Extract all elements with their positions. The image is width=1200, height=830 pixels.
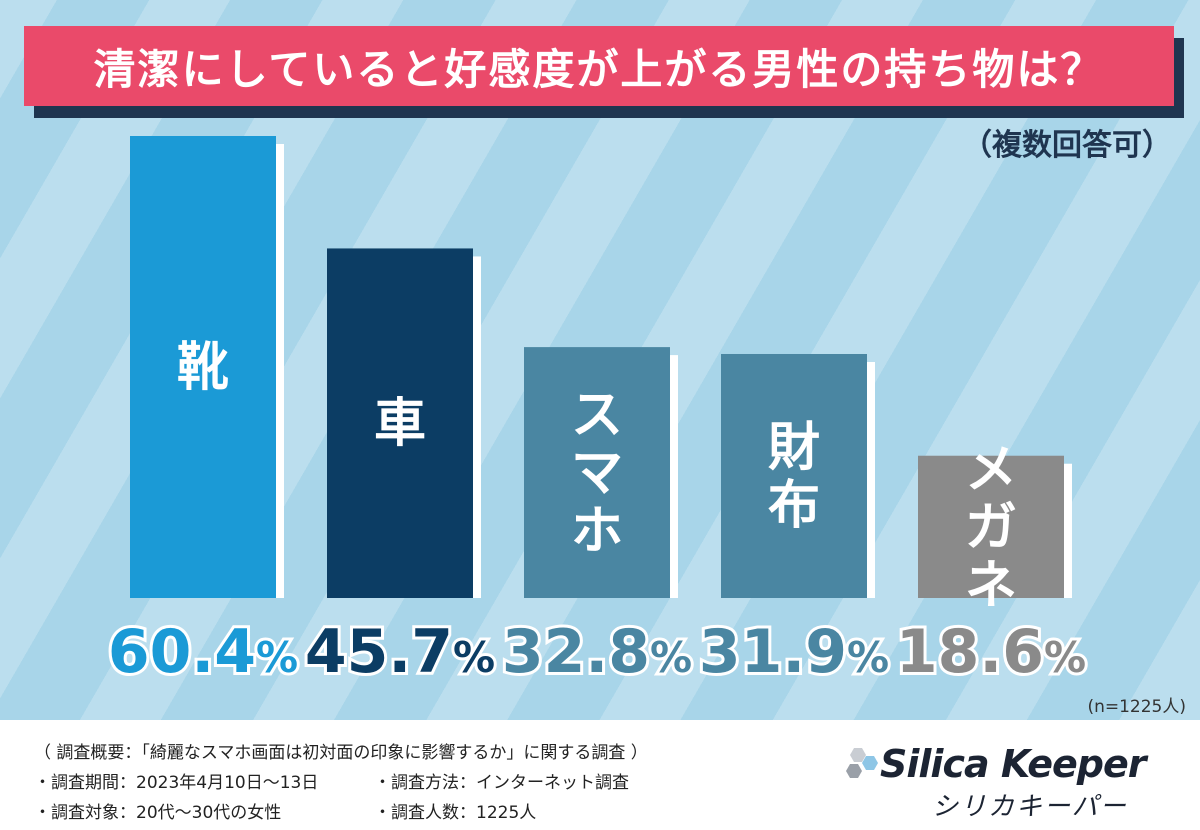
title-banner: 清潔にしていると好感度が上がる男性の持ち物は？ [24, 26, 1174, 106]
survey-summary: （ 調査概要：「綺麗なスマホ画面は初対面の印象に影響するか」に関する調査 ） [34, 743, 648, 763]
bar-category-label: 財布 [768, 418, 820, 536]
bar-category-label: スマホ [571, 386, 623, 562]
bar-category-label: メガネ [965, 440, 1017, 616]
logo-hexagon-icon [846, 748, 878, 778]
bar-5 [918, 455, 1064, 598]
survey-method: ・調査方法：インターネット調査 [374, 773, 629, 793]
logo-wordmark: Silica Keeper [880, 742, 1146, 786]
value-label: 60.4% [108, 617, 298, 687]
bar-2 [327, 248, 473, 598]
sample-size-note: (n=1225人) [1087, 697, 1186, 717]
bar-3 [524, 347, 670, 598]
chart-title: 清潔にしていると好感度が上がる男性の持ち物は？ [93, 44, 1105, 94]
logo-katakana: シリカキーパー [932, 792, 1128, 822]
survey-respondents: ・調査人数：1225人 [374, 803, 537, 823]
chart-subtitle: （複数回答可） [962, 128, 1172, 163]
value-label: 18.6% [896, 617, 1086, 687]
footer: （ 調査概要：「綺麗なスマホ画面は初対面の印象に影響するか」に関する調査 ） ・… [0, 720, 1200, 830]
value-label: 45.7% [305, 617, 495, 687]
bar-1 [130, 136, 276, 598]
value-label: 31.9% [699, 617, 889, 687]
bar-category-label: 靴 [177, 338, 229, 398]
bar-category-label: 車 [374, 394, 426, 454]
survey-target: ・調査対象：20代〜30代の女性 [34, 803, 282, 823]
silica-keeper-logo: Silica Keeper シリカキーパー [840, 742, 1160, 822]
survey-period: ・調査期間：2023年4月10日〜13日 [34, 773, 319, 793]
value-label: 32.8% [502, 617, 692, 687]
bar-4 [721, 353, 867, 598]
